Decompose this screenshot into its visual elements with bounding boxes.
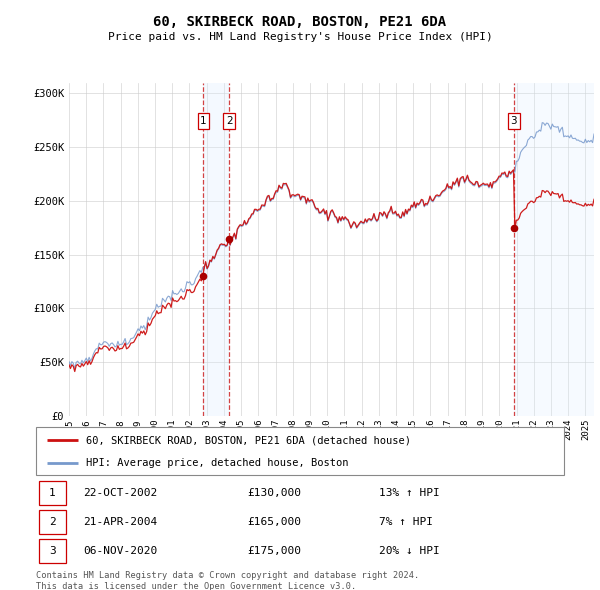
Text: 2: 2 [226,116,233,126]
Text: £130,000: £130,000 [247,488,301,498]
Text: 1: 1 [49,488,56,498]
Text: 1: 1 [200,116,207,126]
FancyBboxPatch shape [38,539,66,563]
Text: 3: 3 [511,116,517,126]
Text: 22-OCT-2002: 22-OCT-2002 [83,488,158,498]
Text: Price paid vs. HM Land Registry's House Price Index (HPI): Price paid vs. HM Land Registry's House … [107,32,493,42]
Text: 13% ↑ HPI: 13% ↑ HPI [379,488,440,498]
Text: 3: 3 [49,546,56,556]
Text: 20% ↓ HPI: 20% ↓ HPI [379,546,440,556]
Text: 60, SKIRBECK ROAD, BOSTON, PE21 6DA: 60, SKIRBECK ROAD, BOSTON, PE21 6DA [154,15,446,29]
FancyBboxPatch shape [38,510,66,534]
Text: £175,000: £175,000 [247,546,301,556]
Text: 60, SKIRBECK ROAD, BOSTON, PE21 6DA (detached house): 60, SKIRBECK ROAD, BOSTON, PE21 6DA (det… [86,435,411,445]
FancyBboxPatch shape [38,481,66,505]
Text: HPI: Average price, detached house, Boston: HPI: Average price, detached house, Bost… [86,458,349,468]
Bar [203,83,229,416]
Text: 7% ↑ HPI: 7% ↑ HPI [379,517,433,527]
Text: 06-NOV-2020: 06-NOV-2020 [83,546,158,556]
Text: 21-APR-2004: 21-APR-2004 [83,517,158,527]
Text: £165,000: £165,000 [247,517,301,527]
Text: 2: 2 [49,517,56,527]
Text: Contains HM Land Registry data © Crown copyright and database right 2024.
This d: Contains HM Land Registry data © Crown c… [36,571,419,590]
FancyBboxPatch shape [36,427,564,475]
Bar [514,83,594,416]
